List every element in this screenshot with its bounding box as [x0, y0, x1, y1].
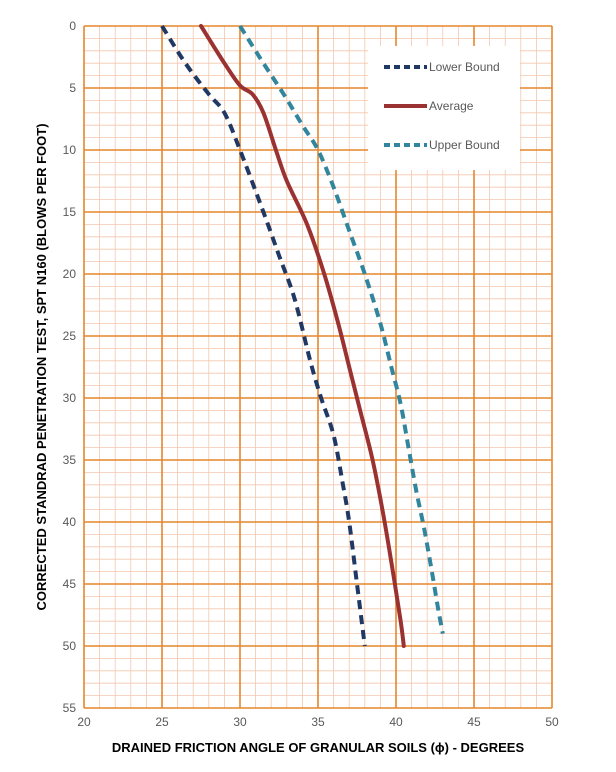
series-line-lower-bound [160, 24, 367, 647]
y-tick-label: 25 [63, 329, 77, 343]
y-tick-label: 45 [63, 577, 77, 591]
x-tick-label: 40 [389, 715, 403, 729]
legend-label-average: Average [429, 99, 474, 113]
y-tick-label: 15 [63, 205, 77, 219]
legend: Lower Bound Average Upper Bound [368, 46, 520, 170]
y-tick-label: 55 [63, 701, 77, 715]
y-tick-label: 0 [69, 19, 76, 33]
legend-label-upper-bound: Upper Bound [429, 138, 500, 152]
x-tick-label: 45 [467, 715, 481, 729]
legend-label-lower-bound: Lower Bound [429, 60, 500, 74]
x-tick-labels: 20 25 30 35 40 45 50 [77, 715, 559, 729]
y-tick-label: 10 [63, 143, 77, 157]
major-grid [83, 25, 553, 709]
x-tick-label: 30 [233, 715, 247, 729]
y-tick-label: 40 [63, 515, 77, 529]
x-tick-label: 50 [545, 715, 559, 729]
series-layer [160, 24, 445, 648]
x-tick-label: 20 [77, 715, 91, 729]
y-tick-label: 35 [63, 453, 77, 467]
x-tick-label: 25 [155, 715, 169, 729]
y-tick-labels: 0 5 10 15 20 25 30 35 40 45 50 55 [63, 19, 77, 715]
y-axis-title: CORRECTED STANDRAD PENETRATION TEST, SPT… [34, 123, 49, 610]
x-axis-title: DRAINED FRICTION ANGLE OF GRANULAR SOILS… [112, 740, 525, 755]
x-tick-label: 35 [311, 715, 325, 729]
y-tick-label: 30 [63, 391, 77, 405]
y-tick-label: 5 [69, 81, 76, 95]
series-line-average [199, 24, 406, 648]
series-line-upper-bound [238, 24, 445, 634]
y-tick-label: 50 [63, 639, 77, 653]
y-tick-label: 20 [63, 267, 77, 281]
